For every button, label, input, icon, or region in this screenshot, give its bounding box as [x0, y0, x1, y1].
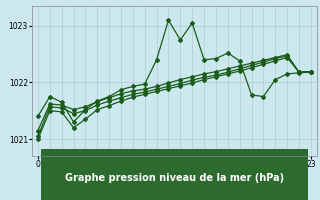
X-axis label: Graphe pression niveau de la mer (hPa): Graphe pression niveau de la mer (hPa) — [65, 173, 284, 183]
